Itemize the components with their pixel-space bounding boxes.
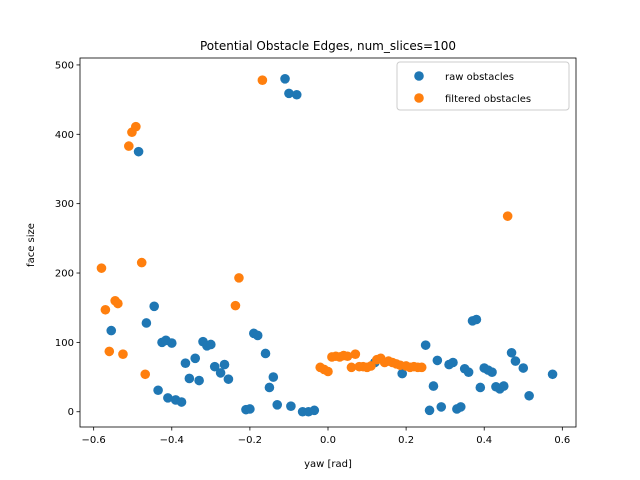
legend-marker-filtered — [414, 93, 424, 103]
legend-label-filtered: filtered obstacles — [445, 94, 531, 105]
data-point — [432, 355, 443, 366]
series-0 — [106, 74, 558, 417]
data-point — [133, 146, 144, 157]
data-point — [455, 402, 466, 412]
data-point — [113, 298, 123, 309]
x-tick-label: 0.0 — [320, 435, 336, 446]
data-point — [206, 339, 216, 350]
data-point — [163, 393, 173, 403]
data-point — [448, 357, 458, 368]
data-point — [428, 381, 439, 391]
data-point — [141, 318, 152, 328]
data-point — [309, 405, 320, 416]
x-tick-label: −0.6 — [82, 435, 106, 446]
data-point — [96, 263, 107, 273]
data-point — [190, 353, 201, 364]
data-point — [153, 385, 163, 396]
data-point — [215, 368, 226, 378]
data-point — [230, 300, 241, 311]
data-point — [510, 356, 521, 366]
y-tick-label: 300 — [55, 199, 74, 210]
y-tick-label: 0 — [68, 407, 74, 418]
data-point — [424, 405, 435, 416]
data-point — [284, 88, 294, 99]
x-tick-label: 0.4 — [476, 435, 492, 446]
x-tick-label: 0.2 — [398, 435, 414, 446]
legend: raw obstacles filtered obstacles — [396, 61, 570, 111]
data-point — [219, 359, 230, 370]
data-point — [124, 141, 134, 151]
data-point — [350, 349, 361, 359]
data-point — [264, 382, 275, 393]
data-point — [416, 362, 427, 373]
x-tick-label: −0.4 — [160, 435, 184, 446]
legend-marker-raw — [414, 71, 424, 81]
y-tick-label: 500 — [55, 60, 74, 71]
data-point — [487, 367, 497, 378]
data-point — [280, 74, 290, 84]
data-point — [184, 373, 195, 384]
x-axis-label: yaw [rad] — [304, 459, 352, 470]
data-point — [252, 330, 263, 341]
data-point — [524, 390, 534, 401]
legend-box — [396, 61, 570, 111]
data-point — [420, 340, 431, 350]
data-point — [149, 301, 159, 312]
data-point — [436, 402, 447, 412]
data-point — [463, 367, 474, 378]
data-point — [518, 363, 529, 373]
data-point — [342, 351, 353, 362]
x-tick-label: 0.6 — [554, 435, 570, 446]
data-point — [502, 211, 513, 221]
data-point — [260, 348, 271, 359]
data-point — [131, 121, 141, 132]
series-1 — [96, 75, 513, 380]
legend-label-raw: raw obstacles — [445, 72, 514, 83]
data-point — [366, 361, 376, 371]
x-tick-label: −0.2 — [238, 435, 262, 446]
chart-title: Potential Obstacle Edges, num_slices=100 — [200, 39, 456, 53]
data-point — [547, 369, 558, 380]
y-tick-label: 400 — [55, 130, 74, 141]
data-point — [506, 347, 517, 358]
y-tick-label: 100 — [55, 338, 74, 349]
data-point — [180, 358, 191, 368]
data-point — [106, 325, 117, 336]
axes: −0.6 −0.4 −0.2 0.0 0.2 0.4 0.6 0 100 200 300 400 500 — [55, 57, 577, 446]
data-point — [104, 346, 115, 357]
plot-area — [96, 74, 558, 417]
data-point — [166, 338, 177, 348]
data-point — [234, 273, 244, 283]
data-point — [209, 361, 220, 372]
data-point — [397, 368, 408, 379]
data-point — [100, 304, 111, 315]
data-point — [268, 372, 279, 382]
data-point — [223, 374, 234, 384]
data-point — [286, 401, 296, 411]
data-point — [291, 89, 302, 100]
data-point — [245, 404, 255, 414]
data-point — [176, 397, 187, 407]
data-point — [140, 369, 151, 380]
data-point — [475, 382, 486, 393]
data-point — [257, 75, 268, 85]
data-point — [346, 362, 357, 373]
data-point — [498, 381, 509, 391]
data-point — [118, 349, 128, 359]
y-axis-label: face size — [26, 223, 37, 267]
data-point — [272, 400, 283, 410]
data-point — [194, 375, 204, 386]
y-tick-label: 200 — [55, 269, 74, 280]
data-point — [323, 366, 333, 377]
data-point — [136, 257, 147, 268]
data-point — [471, 314, 482, 325]
